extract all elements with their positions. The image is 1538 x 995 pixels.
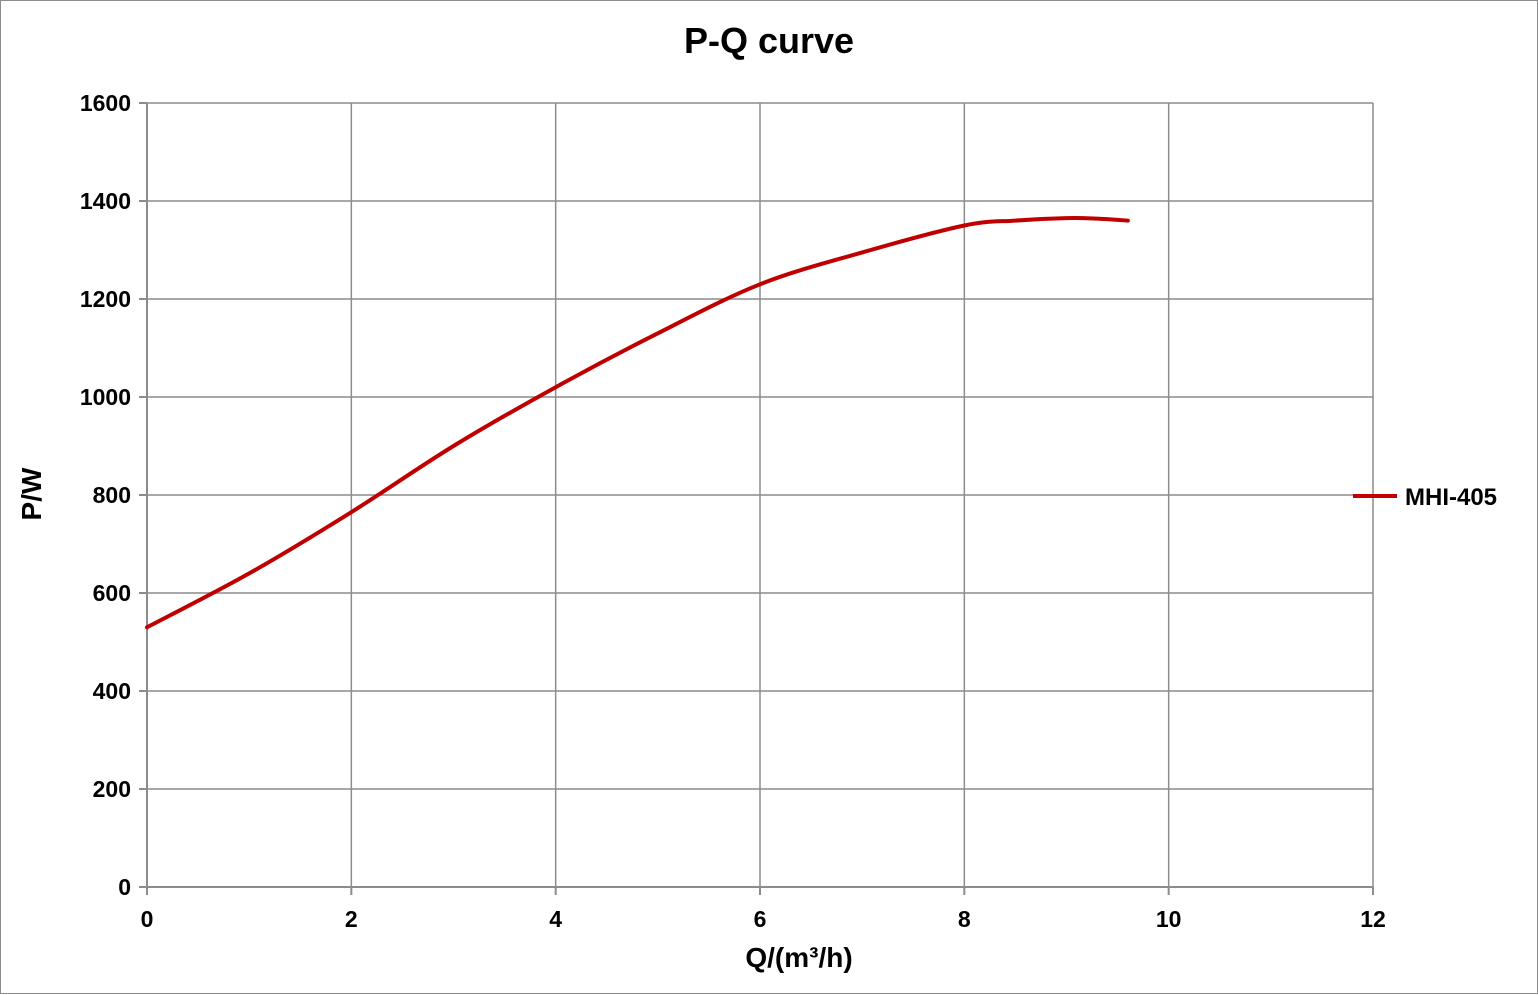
grid-lines	[146, 102, 1374, 888]
y-tick-label-0: 0	[118, 874, 131, 900]
x-tick-label-4: 4	[549, 906, 562, 932]
y-tick-label-600: 600	[93, 580, 131, 606]
x-axis-label: Q/(m³/h)	[745, 942, 852, 973]
legend: MHI-405	[1353, 484, 1497, 511]
series-layer	[145, 216, 1130, 630]
y-tick-label-400: 400	[93, 678, 131, 704]
y-axis-label: P/W	[16, 467, 47, 520]
x-tick-label-6: 6	[754, 906, 767, 932]
y-tick-label-800: 800	[93, 482, 131, 508]
y-tick-label-200: 200	[93, 776, 131, 802]
legend-label-mhi-405: MHI-405	[1405, 484, 1497, 511]
x-tick-label-10: 10	[1156, 906, 1182, 932]
x-tick-label-12: 12	[1360, 906, 1386, 932]
x-tick-label-8: 8	[958, 906, 971, 932]
chart-title: P-Q curve	[684, 20, 854, 61]
axes	[139, 102, 1374, 895]
y-tick-label-1200: 1200	[80, 286, 131, 312]
y-tick-label-1000: 1000	[80, 384, 131, 410]
x-tick-label-2: 2	[345, 906, 358, 932]
x-tick-label-0: 0	[141, 906, 154, 932]
tick-labels: 0 200 400 600 800 1000 1200 1400 1600 0 2 4 6 8 10 12	[80, 90, 1386, 932]
y-tick-label-1600: 1600	[80, 90, 131, 116]
series-line-mhi-405	[145, 216, 1130, 630]
y-tick-label-1400: 1400	[80, 188, 131, 214]
